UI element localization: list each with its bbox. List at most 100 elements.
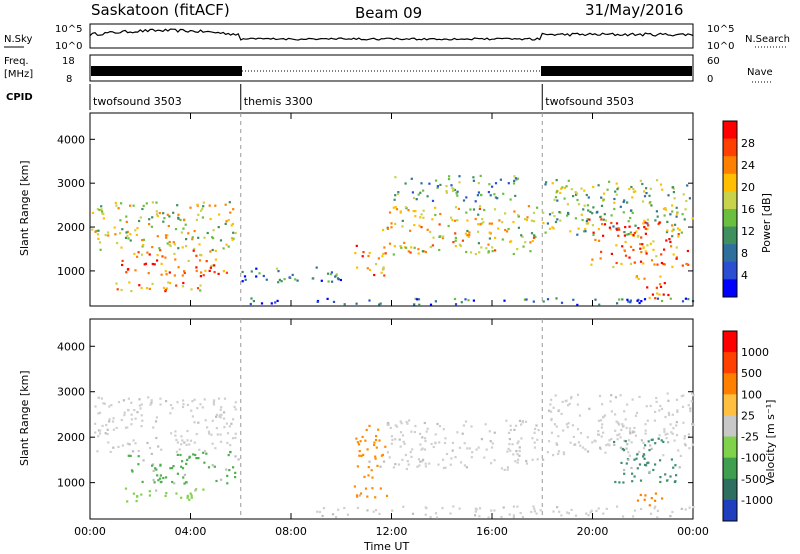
echo-cell bbox=[444, 466, 447, 469]
echo-cell bbox=[368, 460, 371, 463]
echo-cell bbox=[532, 211, 536, 214]
echo-cell bbox=[488, 237, 491, 240]
echo-cell bbox=[424, 250, 427, 254]
echo-cell bbox=[140, 425, 143, 428]
echo-cell bbox=[635, 276, 638, 279]
echo-cell bbox=[546, 298, 550, 301]
echo-cell bbox=[602, 198, 605, 201]
echo-cell bbox=[604, 219, 607, 222]
echo-cell bbox=[480, 438, 483, 441]
echo-cell bbox=[244, 278, 247, 281]
echo-cell bbox=[512, 514, 515, 517]
echo-cell bbox=[277, 281, 280, 284]
echo-cell bbox=[234, 408, 237, 411]
echo-cell bbox=[400, 422, 403, 425]
echo-cell bbox=[230, 422, 233, 425]
echo-cell bbox=[688, 447, 691, 450]
echo-cell bbox=[637, 234, 640, 237]
echo-cell bbox=[645, 192, 648, 195]
echo-cell bbox=[438, 223, 441, 226]
echo-cell bbox=[518, 419, 522, 422]
echo-cell bbox=[648, 296, 651, 299]
echo-cell bbox=[107, 231, 110, 234]
echo-cell bbox=[222, 270, 225, 273]
echo-cell bbox=[186, 494, 189, 497]
echo-cell bbox=[664, 208, 667, 211]
echo-cell bbox=[375, 435, 378, 438]
echo-cell bbox=[650, 447, 653, 450]
echo-cell bbox=[625, 447, 628, 450]
echo-cell bbox=[434, 433, 437, 436]
echo-cell bbox=[135, 233, 138, 236]
echo-cell bbox=[373, 441, 376, 444]
echo-cell bbox=[612, 225, 615, 228]
echo-cell bbox=[640, 236, 643, 239]
echo-cell bbox=[404, 182, 407, 185]
echo-cell bbox=[209, 266, 212, 269]
echo-cell bbox=[144, 262, 148, 265]
echo-cell bbox=[130, 469, 134, 472]
echo-cell bbox=[101, 210, 104, 213]
echo-cell bbox=[199, 275, 202, 278]
echo-cell bbox=[183, 270, 186, 273]
echo-cell bbox=[322, 507, 326, 510]
colorbar-tick-label: -100 bbox=[741, 452, 766, 465]
echo-cell bbox=[435, 179, 438, 182]
echo-cell bbox=[623, 199, 626, 202]
echo-cell bbox=[570, 508, 573, 511]
echo-cell bbox=[404, 206, 407, 209]
station-title: Saskatoon (fitACF) bbox=[91, 1, 230, 19]
echo-cell bbox=[250, 297, 253, 300]
echo-cell bbox=[477, 182, 480, 185]
echo-cell bbox=[614, 429, 617, 432]
echo-cell bbox=[671, 210, 674, 213]
echo-cell bbox=[570, 395, 573, 399]
echo-cell bbox=[623, 234, 626, 237]
echo-cell bbox=[130, 413, 133, 416]
echo-cell bbox=[636, 467, 639, 470]
colorbar-swatch bbox=[723, 436, 737, 459]
echo-cell bbox=[465, 466, 468, 469]
echo-cell bbox=[556, 199, 559, 202]
echo-cell bbox=[159, 397, 162, 400]
echo-cell bbox=[114, 233, 117, 236]
echo-cell bbox=[150, 452, 153, 455]
echo-cell bbox=[674, 464, 677, 467]
echo-cell bbox=[233, 405, 236, 408]
echo-cell bbox=[533, 220, 536, 223]
echo-cell bbox=[422, 209, 425, 212]
echo-cell bbox=[481, 218, 484, 221]
echo-cell bbox=[388, 242, 392, 245]
echo-cell bbox=[660, 261, 663, 265]
echo-cell bbox=[183, 271, 186, 275]
echo-cell bbox=[512, 453, 515, 456]
echo-cell bbox=[466, 229, 469, 233]
echo-cell bbox=[686, 184, 689, 187]
echo-cell bbox=[642, 222, 645, 225]
echo-cell bbox=[639, 247, 642, 250]
echo-cell bbox=[477, 213, 480, 216]
echo-cell bbox=[384, 252, 387, 255]
echo-cell bbox=[355, 494, 359, 497]
echo-cell bbox=[149, 403, 152, 406]
echo-cell bbox=[452, 188, 455, 191]
echo-cell bbox=[661, 188, 664, 191]
echo-cell bbox=[643, 219, 646, 222]
echo-cell bbox=[203, 449, 207, 453]
echo-cell bbox=[656, 516, 659, 519]
echo-cell bbox=[460, 461, 463, 464]
echo-cell bbox=[642, 453, 645, 456]
echo-cell bbox=[526, 216, 529, 219]
echo-cell bbox=[546, 222, 549, 225]
echo-cell bbox=[664, 433, 667, 436]
echo-cell bbox=[443, 441, 447, 445]
echo-cell bbox=[203, 398, 206, 401]
colorbar-tick-label: 1000 bbox=[741, 346, 769, 359]
echo-cell bbox=[275, 267, 279, 270]
nsky-tick-bottom: 10^0 bbox=[55, 41, 82, 52]
echo-cell bbox=[525, 298, 528, 301]
echo-cell bbox=[487, 191, 490, 194]
echo-cell bbox=[669, 475, 672, 478]
echo-cell bbox=[517, 440, 520, 443]
echo-cell bbox=[296, 279, 299, 282]
